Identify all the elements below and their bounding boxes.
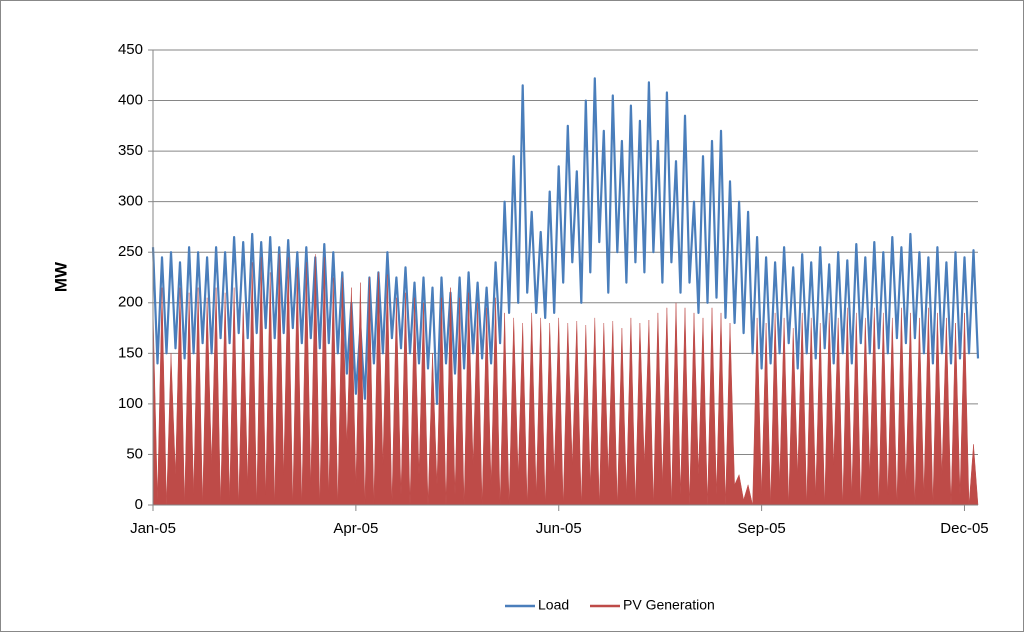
y-tick-label: 150 [118,344,143,361]
pv-area [152,254,979,506]
x-tick-label: Sep-05 [737,520,785,537]
y-tick-label: 250 [118,243,143,260]
y-tick-label: 200 [118,294,143,311]
y-tick-label: 350 [118,142,143,159]
y-tick-label: 0 [135,496,143,513]
x-tick-label: Jun-05 [536,520,582,537]
x-tick-label: Dec-05 [940,520,988,537]
y-tick-label: 300 [118,193,143,210]
legend-label: PV Generation [623,597,715,613]
legend-label: Load [538,597,569,613]
load-line [151,77,980,405]
y-axis-label: MW [51,261,70,292]
y-tick-label: 400 [118,92,143,109]
x-tick-label: Apr-05 [333,520,378,537]
y-tick-label: 50 [126,445,143,462]
x-tick-label: Jan-05 [130,520,176,537]
y-tick-label: 100 [118,395,143,412]
y-tick-label: 450 [118,41,143,58]
